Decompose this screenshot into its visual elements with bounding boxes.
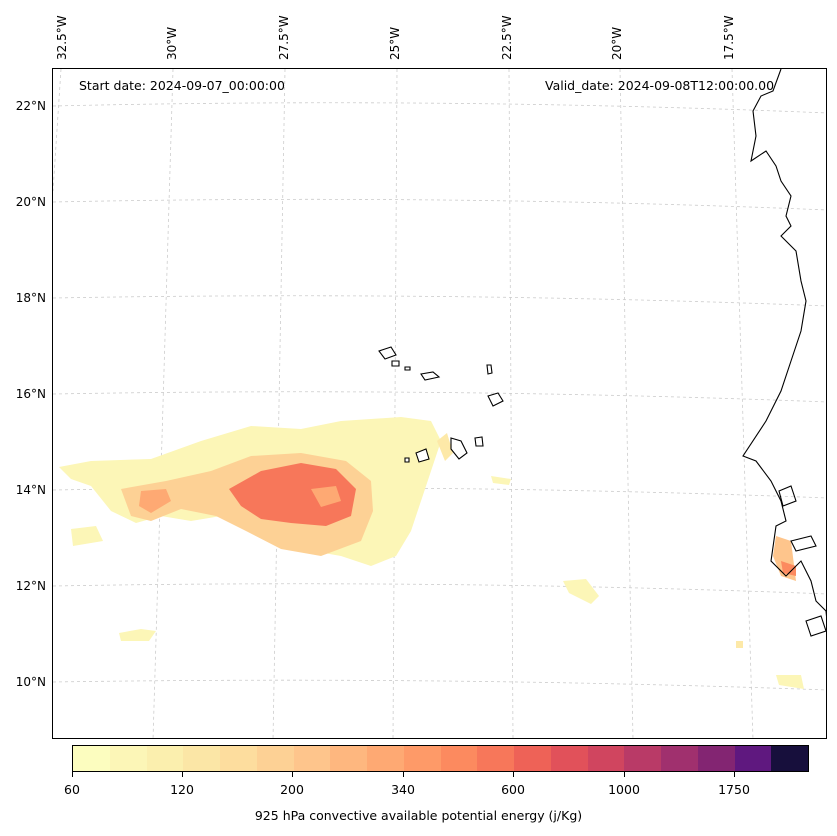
lon-label-25w: 25°W [388,26,402,60]
colorbar-tick-200: 200 [280,782,304,797]
lon-label-30w: 30°W [165,26,179,60]
colorbar-swatch [550,746,588,771]
colorbar-tick-mark [513,772,514,777]
colorbar-swatch [109,746,147,771]
cape-region-low-ne [437,433,453,461]
colorbar-tick-mark [734,772,735,777]
colorbar-tick-mark [624,772,625,777]
colorbar-tick-120: 120 [170,782,194,797]
colorbar-swatch [367,746,404,771]
cape-region-low-south [71,526,103,546]
start-date-label: Start date: 2024-09-07_00:00:00 [79,78,285,93]
island-sal [486,364,493,375]
colorbar-label: 925 hPa convective available potential e… [254,808,583,823]
island-sao-vicente [391,360,400,367]
coastline-africa-guinea [805,615,826,637]
map-canvas [53,69,826,738]
colorbar-tick-mark [292,772,293,777]
colorbar-swatch [477,746,514,771]
colorbar-tick-mark [182,772,183,777]
colorbar-swatch [403,746,441,771]
lat-label-16n: 16°N [15,387,46,401]
cape-region-high-west [139,489,171,513]
map-panel[interactable] [52,68,827,739]
lat-label-18n: 18°N [15,291,46,305]
colorbar-swatch [661,746,698,771]
cape-field [59,417,804,689]
cape-region-low-far-e [776,675,804,689]
colorbar-tick-340: 340 [391,782,415,797]
colorbar-swatch [220,746,257,771]
colorbar-tick-mark [403,772,404,777]
colorbar-swatch [256,746,294,771]
colorbar-swatch [624,746,661,771]
colorbar-tick-1000: 1000 [608,782,640,797]
cape-region-low-e [491,476,511,485]
colorbar-swatch [771,746,808,771]
colorbar-swatch [587,746,625,771]
lon-label-32-5w: 32.5°W [55,15,69,60]
island-santa-luzia [404,366,411,371]
cape-region-low-sw [119,629,156,641]
island-fogo [415,448,430,463]
lat-label-10n: 10°N [15,675,46,689]
coastline-africa [742,69,826,617]
colorbar-swatch [697,746,735,771]
coastlines [742,69,826,637]
island-santiago [450,437,468,460]
lon-label-20w: 20°W [610,26,624,60]
colorbar-swatch [73,746,110,771]
cape-region-low-dot [736,641,743,648]
island-santo-antao [378,346,397,360]
colorbar-swatch [734,746,772,771]
colorbar-swatch [440,746,478,771]
lat-label-14n: 14°N [15,483,46,497]
coastline-africa-gambia [778,485,797,507]
island-sao-nicolau [420,371,441,381]
cape-region-coast-high [781,561,796,576]
island-brava [404,457,410,463]
colorbar-tick-60: 60 [64,782,80,797]
lat-label-22n: 22°N [15,99,46,113]
colorbar-swatch [183,746,220,771]
cape-verde-islands [378,346,504,463]
cape-region-low-se [563,579,599,604]
coastline-africa-inlet [790,535,817,552]
gridlines [53,69,826,738]
colorbar-swatch [330,746,367,771]
island-maio [474,436,484,447]
colorbar-tick-1750: 1750 [718,782,750,797]
lon-label-27-5w: 27.5°W [277,15,291,60]
lat-label-20n: 20°N [15,195,46,209]
island-boa-vista [487,392,504,407]
colorbar-swatch [514,746,551,771]
cape-region-high [229,463,356,526]
cape-region-core [311,486,341,507]
colorbar-swatch [146,746,184,771]
lon-label-22-5w: 22.5°W [500,15,514,60]
lat-label-12n: 12°N [15,579,46,593]
colorbar-swatch [293,746,331,771]
valid-date-label: Valid_date: 2024-09-08T12:00:00.00 [545,78,775,93]
colorbar-tick-mark [72,772,73,777]
colorbar-tick-600: 600 [501,782,525,797]
lon-label-17-5w: 17.5°W [722,15,736,60]
colorbar [72,745,809,772]
